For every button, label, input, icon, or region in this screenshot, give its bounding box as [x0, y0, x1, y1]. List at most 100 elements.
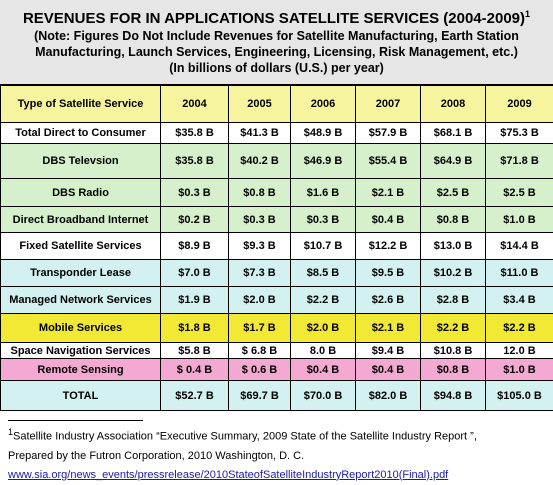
table-row: Direct Broadband Internet $0.2 B $0.3 B $0.… — [0, 206, 553, 233]
table-row: Mobile Services $1.8 B $1.7 B $2.0 B $2.1 B $… — [0, 313, 553, 343]
value-cell: $0.3 B — [160, 178, 229, 207]
note: (Note: Figures Do Not Include Revenues f… — [34, 29, 519, 43]
value-cell: $ 0.6 B — [228, 358, 291, 381]
footnote-line: 1Satellite Industry Association “Executi… — [8, 423, 477, 447]
row-label: Managed Network Services — [0, 286, 161, 314]
value-cell: $0.4 B — [355, 206, 421, 233]
value-cell: $12.2 B — [355, 232, 421, 260]
value-cell: $10.7 B — [290, 232, 356, 260]
value-cell: $1.0 B — [485, 358, 553, 381]
note: (In billions of dollars (U.S.) per year) — [169, 61, 384, 75]
value-cell: $ 6.8 B — [228, 342, 291, 359]
table-row: DBS Radio $0.3 B $0.8 B $1.6 B $2.1 B $2.5 B $… — [0, 178, 553, 207]
row-label: Direct Broadband Internet — [0, 206, 161, 233]
value-cell: $68.1 B — [420, 122, 486, 144]
value-cell: $0.4 B — [290, 358, 356, 381]
value-cell: $41.3 B — [228, 122, 291, 144]
value-cell: $0.3 B — [290, 206, 356, 233]
footnote-marker: 1 — [525, 9, 531, 19]
value-cell: $0.8 B — [420, 206, 486, 233]
value-cell: $2.8 B — [420, 286, 486, 314]
row-label: Mobile Services — [0, 313, 161, 343]
value-cell: $0.4 B — [355, 358, 421, 381]
value-cell: $94.8 B — [420, 380, 486, 411]
footnote-text: Satellite Industry Association “Executiv… — [13, 430, 477, 443]
header-row: Type of Satellite Service 2004 2005 2006 200… — [0, 85, 553, 123]
row-label: TOTAL — [0, 380, 161, 411]
value-cell: $3.4 B — [485, 286, 553, 314]
value-cell: $46.9 B — [290, 143, 356, 179]
footnote-rule — [8, 420, 143, 421]
value-cell: $13.0 B — [420, 232, 486, 260]
value-cell: $35.8 B — [160, 143, 229, 179]
table-row: Fixed Satellite Services $8.9 B $9.3 B $10.… — [0, 232, 553, 260]
value-cell: $1.6 B — [290, 178, 356, 207]
value-cell: $1.7 B — [228, 313, 291, 343]
value-cell: $64.9 B — [420, 143, 486, 179]
table-row: TOTAL $52.7 B $69.7 B $70.0 B $82.0 B $94.8 B… — [0, 380, 553, 411]
value-cell: $0.3 B — [228, 206, 291, 233]
header-cell: 2006 — [290, 85, 356, 123]
value-cell: $71.8 B — [485, 143, 553, 179]
value-cell: $2.1 B — [355, 178, 421, 207]
value-cell: $9.4 B — [355, 342, 421, 359]
value-cell: $0.2 B — [160, 206, 229, 233]
table-row: Transponder Lease $7.0 B $7.3 B $8.5 B $9.5 … — [0, 259, 553, 287]
value-cell: $55.4 B — [355, 143, 421, 179]
value-cell: $5.8 B — [160, 342, 229, 359]
value-cell: $70.0 B — [290, 380, 356, 411]
title: REVENUES FOR IN APPLICATIONS SATELLITE S… — [22, 10, 526, 27]
value-cell: $52.7 B — [160, 380, 229, 411]
value-cell: $0.8 B — [228, 178, 291, 207]
value-cell: $2.2 B — [290, 286, 356, 314]
note: Manufacturing, Launch Services, Engineer… — [35, 45, 518, 59]
value-cell: $2.0 B — [228, 286, 291, 314]
value-cell: $8.5 B — [290, 259, 356, 287]
value-cell: $2.2 B — [420, 313, 486, 343]
value-cell: $7.3 B — [228, 259, 291, 287]
value-cell: $14.4 B — [485, 232, 553, 260]
value-cell: $2.1 B — [355, 313, 421, 343]
value-cell: $2.6 B — [355, 286, 421, 314]
value-cell: $40.2 B — [228, 143, 291, 179]
table-row: Total Direct to Consumer $35.8 B $41.3 B $4… — [0, 122, 553, 144]
value-cell: $2.5 B — [485, 178, 553, 207]
footnote-link-line: www.sia.org/news_events/pressrelease/201… — [8, 466, 477, 485]
row-label: Total Direct to Consumer — [0, 122, 161, 144]
value-cell: 12.0 B — [485, 342, 553, 359]
value-cell: $ 0.4 B — [160, 358, 229, 381]
row-label: DBS Televsion — [0, 143, 161, 179]
header-cell: 2005 — [228, 85, 291, 123]
value-cell: $1.8 B — [160, 313, 229, 343]
row-label: Remote Sensing — [0, 358, 161, 381]
value-cell: $1.0 B — [485, 206, 553, 233]
table-row: Space Navigation Services $5.8 B $ 6.8 B 8.… — [0, 342, 553, 359]
value-cell: $105.0 B — [485, 380, 553, 411]
value-cell: $75.3 B — [485, 122, 553, 144]
title-line: REVENUES FOR IN APPLICATIONS SATELLITE S… — [0, 5, 553, 28]
value-cell: $2.2 B — [485, 313, 553, 343]
value-cell: $35.8 B — [160, 122, 229, 144]
footnote-link[interactable]: www.sia.org/news_events/pressrelease/201… — [8, 468, 449, 481]
value-cell: $9.5 B — [355, 259, 421, 287]
header-cell: Type of Satellite Service — [0, 85, 161, 123]
footnote-line: Prepared by the Futron Corporation, 2010… — [8, 449, 305, 462]
table-row: Remote Sensing $ 0.4 B $ 0.6 B $0.4 B $0.4 B… — [0, 358, 553, 381]
header-cell: 2004 — [160, 85, 229, 123]
value-cell: $82.0 B — [355, 380, 421, 411]
row-label: Space Navigation Services — [0, 342, 161, 359]
value-cell: $2.5 B — [420, 178, 486, 207]
value-cell: 8.0 B — [290, 342, 356, 359]
revenue-table: Type of Satellite Service 2004 2005 2006 200… — [0, 85, 553, 411]
value-cell: $57.9 B — [355, 122, 421, 144]
row-label: Fixed Satellite Services — [0, 232, 161, 260]
value-cell: $2.0 B — [290, 313, 356, 343]
table-row: DBS Televsion $35.8 B $40.2 B $46.9 B $55.4 … — [0, 143, 553, 179]
value-cell: $69.7 B — [228, 380, 291, 411]
value-cell: $10.8 B — [420, 342, 486, 359]
value-cell: $0.8 B — [420, 358, 486, 381]
row-label: Transponder Lease — [0, 259, 161, 287]
value-cell: $11.0 B — [485, 259, 553, 287]
table-row: Managed Network Services $1.9 B $2.0 B $2.2… — [0, 286, 553, 314]
